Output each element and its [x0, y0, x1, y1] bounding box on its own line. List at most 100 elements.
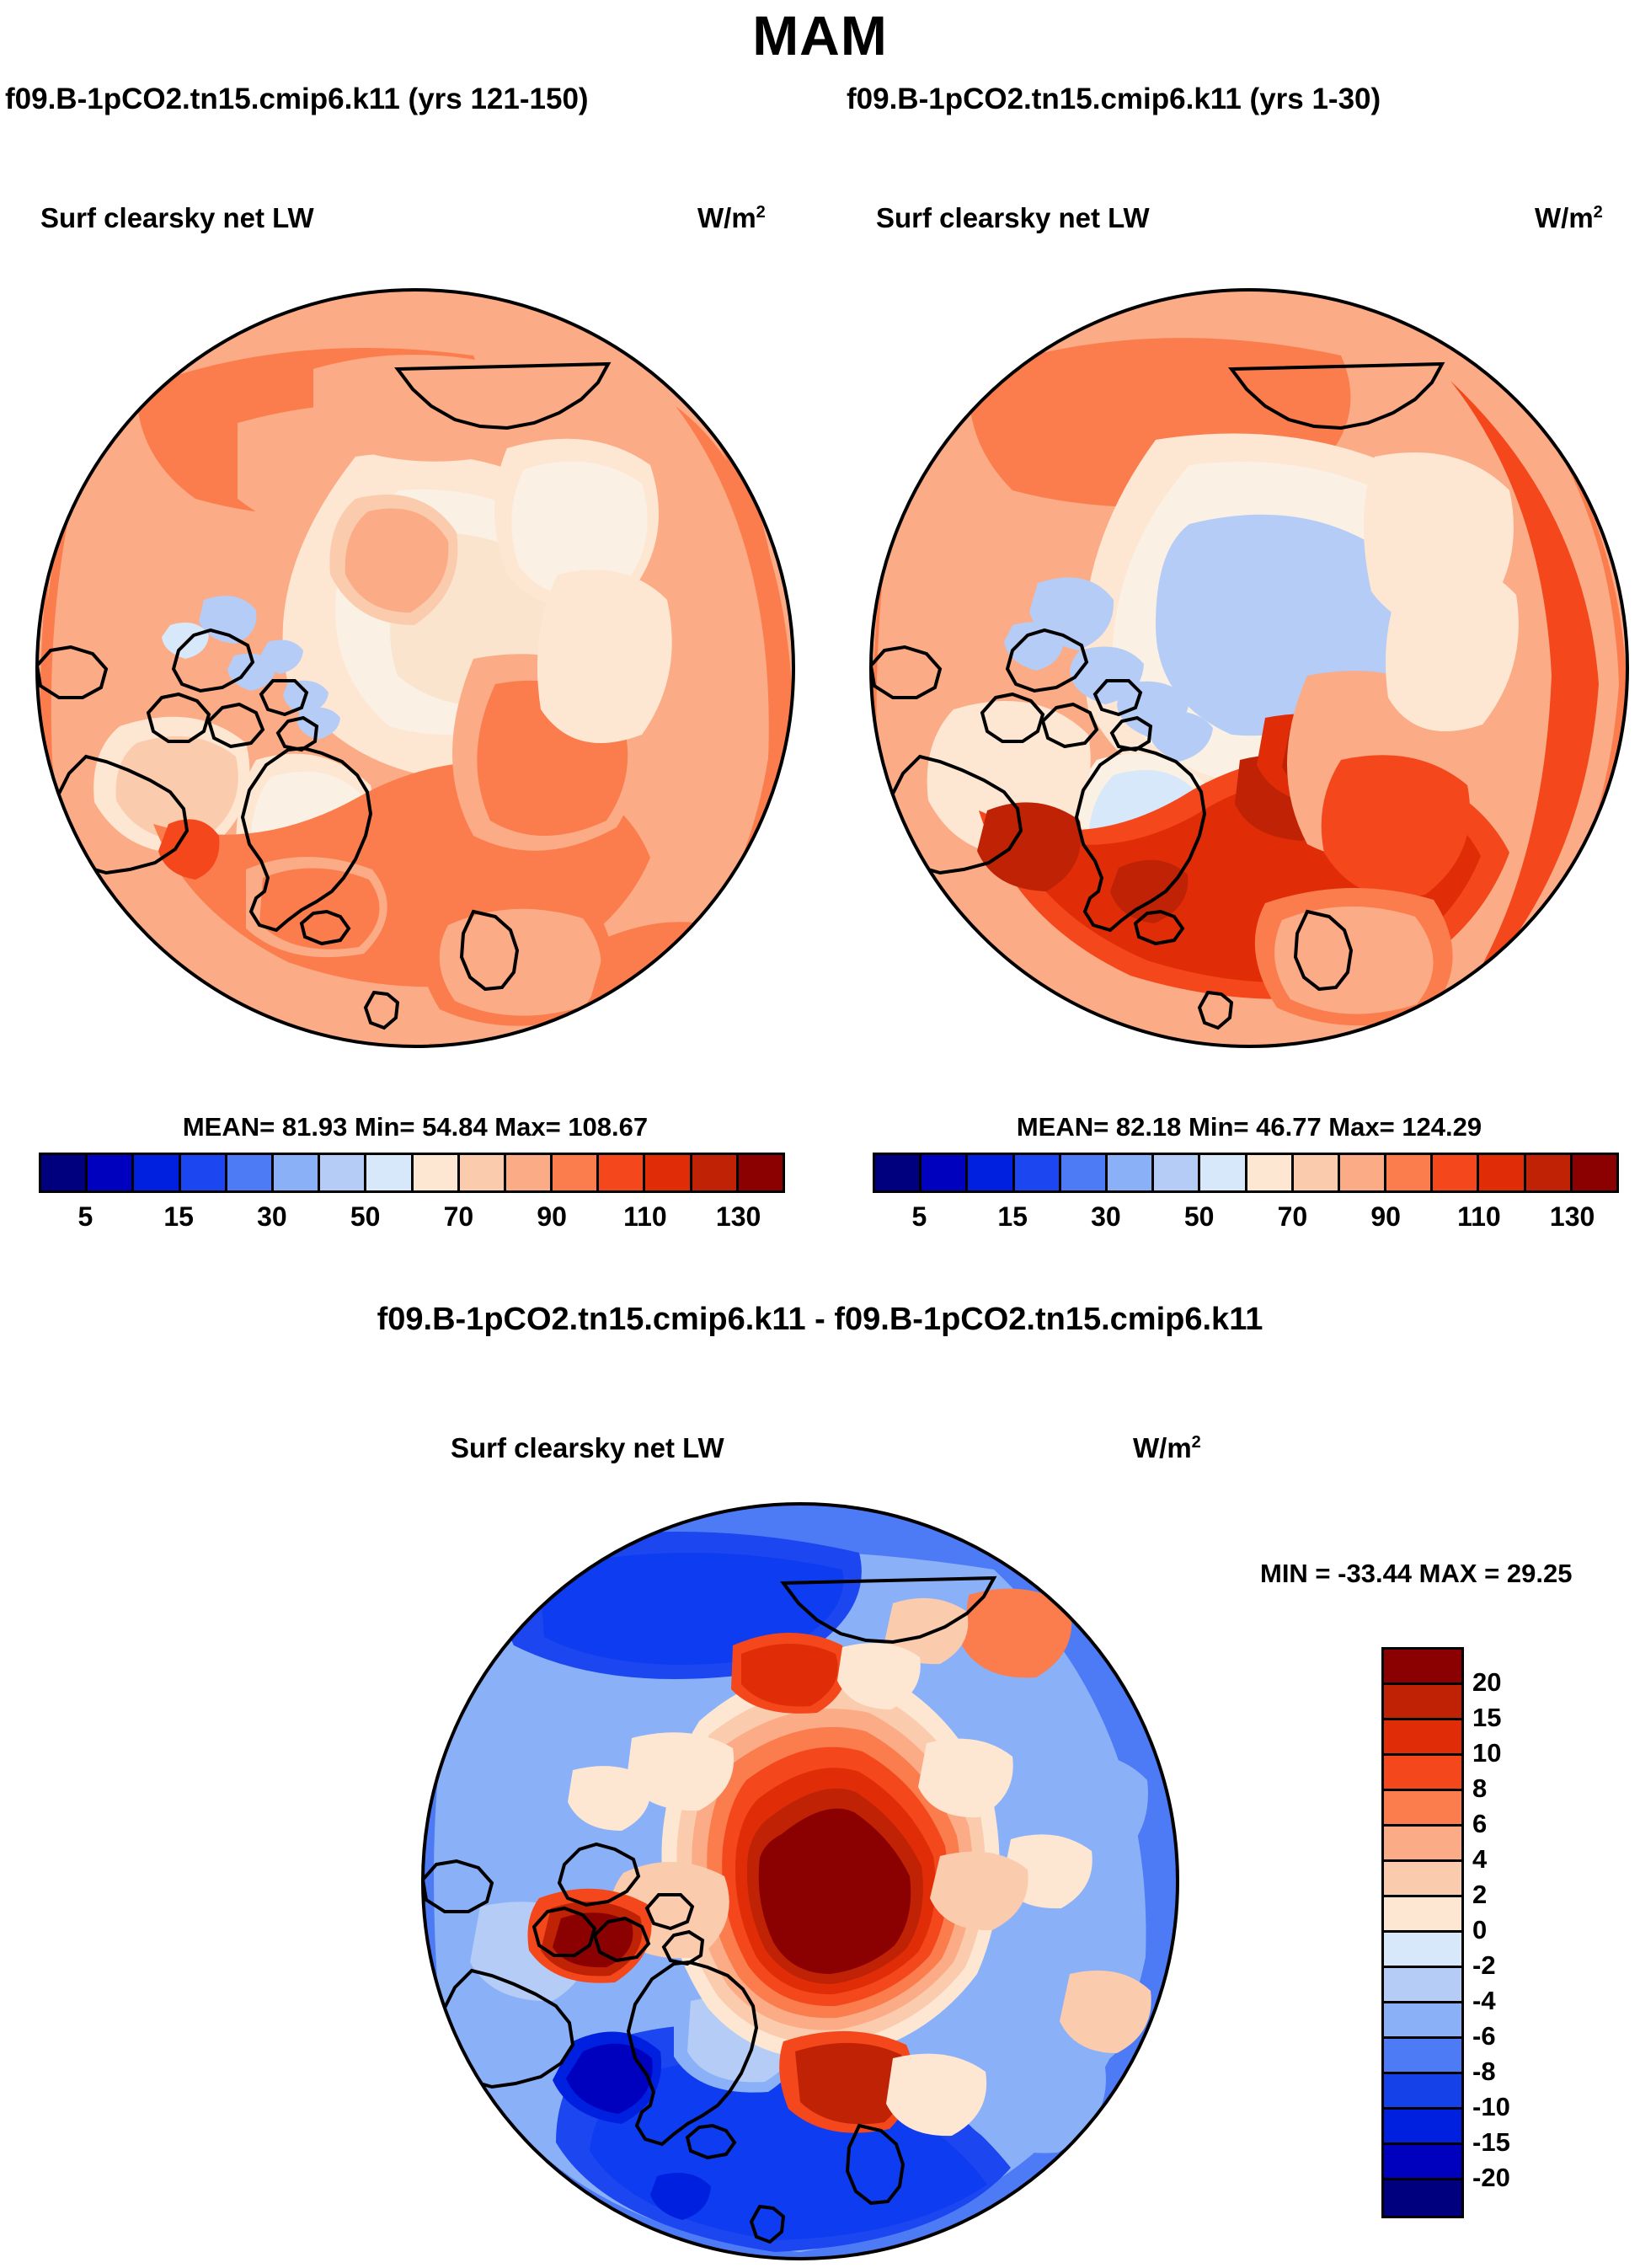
polar-map-difference	[421, 1502, 1179, 2260]
colorbar-swatch	[1384, 2039, 1461, 2074]
colorbar-swatch	[1433, 1155, 1480, 1190]
colorbar-vertical-difference	[1381, 1647, 1464, 2218]
colorbar-tick-label: 15	[997, 1201, 1028, 1232]
colorbar-swatch	[968, 1155, 1015, 1190]
colorbar-tick-label: 90	[1370, 1201, 1401, 1232]
colorbar-tick-label: 5	[77, 1201, 93, 1232]
colorbar-tick-label: 50	[1183, 1201, 1215, 1232]
colorbar-swatch	[1200, 1155, 1247, 1190]
stats-diff: MIN = -33.44 MAX = 29.25	[1260, 1559, 1573, 1588]
page-title: MAM	[752, 4, 888, 67]
colorbar-swatch	[1386, 1155, 1434, 1190]
colorbar-swatch	[1384, 2003, 1461, 2039]
panel-title-right: f09.B-1pCO2.tn15.cmip6.k11 (yrs 1-30)	[847, 83, 1381, 115]
panel-title-left: f09.B-1pCO2.tn15.cmip6.k11 (yrs 121-150)	[5, 83, 589, 115]
colorbar-tick-label: 4	[1472, 1844, 1488, 1874]
colorbar-tick-label: 30	[257, 1201, 287, 1232]
colorbar-swatch	[692, 1155, 739, 1190]
colorbar-swatch	[1384, 1827, 1461, 1862]
colorbar-swatch	[505, 1155, 553, 1190]
colorbar-tick-label: 8	[1472, 1773, 1488, 1803]
polar-map-left-svg	[35, 288, 795, 1048]
polar-map-right-svg	[869, 288, 1629, 1048]
colorbar-swatch	[1384, 1685, 1461, 1720]
colorbar-tick-label: -6	[1472, 2021, 1496, 2051]
units-text-left: W/m	[697, 202, 756, 233]
colorbar-tick-label: 130	[1549, 1201, 1595, 1232]
colorbar-tick-label: 30	[1091, 1201, 1121, 1232]
colorbar-tick-label: 110	[623, 1201, 667, 1232]
colorbar-swatch	[1384, 1650, 1461, 1685]
colorbar-tick-label: -8	[1472, 2057, 1496, 2086]
colorbar-tick-label: 70	[443, 1201, 474, 1232]
colorbar-swatch	[366, 1155, 414, 1190]
colorbar-swatch	[1060, 1155, 1108, 1190]
colorbar-swatch	[320, 1155, 367, 1190]
colorbar-swatch	[1384, 1720, 1461, 1756]
colorbar-swatch	[599, 1155, 646, 1190]
colorbar-tick-label: -2	[1472, 1950, 1496, 1980]
colorbar-swatch	[1107, 1155, 1155, 1190]
units-exponent-diff: 2	[1191, 1433, 1201, 1452]
colorbar-swatch	[1339, 1155, 1387, 1190]
colorbar-swatch	[227, 1155, 274, 1190]
colorbar-swatch	[1384, 1933, 1461, 1968]
colorbar-ticks-left: 5 15 30 50 70 90 110 130	[39, 1201, 785, 1240]
colorbar-swatch	[273, 1155, 321, 1190]
colorbar-tick-label: 2	[1472, 1880, 1488, 1909]
colorbar-swatch	[1384, 1756, 1461, 1791]
colorbar-swatch	[1384, 2180, 1461, 2216]
colorbar-tick-label: -20	[1472, 2163, 1510, 2192]
colorbar-tick-label: -15	[1472, 2127, 1510, 2157]
stats-right: MEAN= 82.18 Min= 46.77 Max= 124.29	[1016, 1112, 1482, 1142]
colorbar-tick-label: 6	[1472, 1809, 1488, 1838]
variable-label-right: Surf clearsky net LW	[876, 202, 1150, 233]
colorbar-swatch	[645, 1155, 692, 1190]
colorbar-swatch	[1154, 1155, 1201, 1190]
units-exponent-right: 2	[1593, 203, 1603, 222]
units-label-left: W/m2	[697, 202, 766, 234]
colorbar-swatch	[738, 1155, 783, 1190]
colorbar-tick-label: 70	[1277, 1201, 1308, 1232]
colorbar-tick-label: 15	[1472, 1703, 1502, 1732]
colorbar-swatch	[1572, 1155, 1616, 1190]
colorbar-swatch	[1384, 2145, 1461, 2180]
colorbar-swatch	[413, 1155, 460, 1190]
units-text-right: W/m	[1535, 202, 1594, 233]
colorbar-swatch	[1247, 1155, 1294, 1190]
colorbar-tick-label: -10	[1472, 2092, 1510, 2121]
difference-panel-title: f09.B-1pCO2.tn15.cmip6.k11 - f09.B-1pCO2…	[377, 1302, 1263, 1337]
colorbar-tick-label: 50	[350, 1201, 381, 1232]
colorbar-tick-label: 15	[163, 1201, 194, 1232]
colorbar-ticks-right: 5 15 30 50 70 90 110 130	[873, 1201, 1619, 1240]
colorbar-swatch	[180, 1155, 227, 1190]
colorbar-tick-label: 10	[1472, 1738, 1502, 1768]
colorbar-swatch	[875, 1155, 922, 1190]
colorbar-swatch	[1384, 1791, 1461, 1827]
units-label-right: W/m2	[1535, 202, 1603, 234]
variable-label-diff: Surf clearsky net LW	[451, 1432, 724, 1463]
colorbar-swatch	[41, 1155, 88, 1190]
colorbar-tick-label: -4	[1472, 1986, 1496, 2015]
colorbar-swatch	[1014, 1155, 1061, 1190]
colorbar-tick-label: 90	[537, 1201, 567, 1232]
colorbar-swatch	[1384, 1897, 1461, 1933]
colorbar-swatch	[1384, 2110, 1461, 2145]
polar-map-left	[35, 288, 795, 1048]
units-label-diff: W/m2	[1133, 1432, 1201, 1464]
colorbar-swatch	[459, 1155, 506, 1190]
units-exponent-left: 2	[756, 203, 766, 222]
polar-map-right	[869, 288, 1629, 1048]
colorbar-tick-label: 5	[911, 1201, 927, 1232]
variable-label-left: Surf clearsky net LW	[40, 202, 314, 233]
colorbar-swatch	[1384, 1862, 1461, 1897]
units-text-diff: W/m	[1133, 1432, 1192, 1463]
colorbar-tick-label: 130	[715, 1201, 761, 1232]
colorbar-swatch	[1525, 1155, 1573, 1190]
polar-map-difference-svg	[421, 1502, 1179, 2260]
colorbar-swatch	[134, 1155, 181, 1190]
colorbar-horizontal-right	[873, 1153, 1619, 1193]
colorbar-horizontal-left	[39, 1153, 785, 1193]
colorbar-swatch	[88, 1155, 135, 1190]
colorbar-tick-label: 110	[1457, 1201, 1501, 1232]
